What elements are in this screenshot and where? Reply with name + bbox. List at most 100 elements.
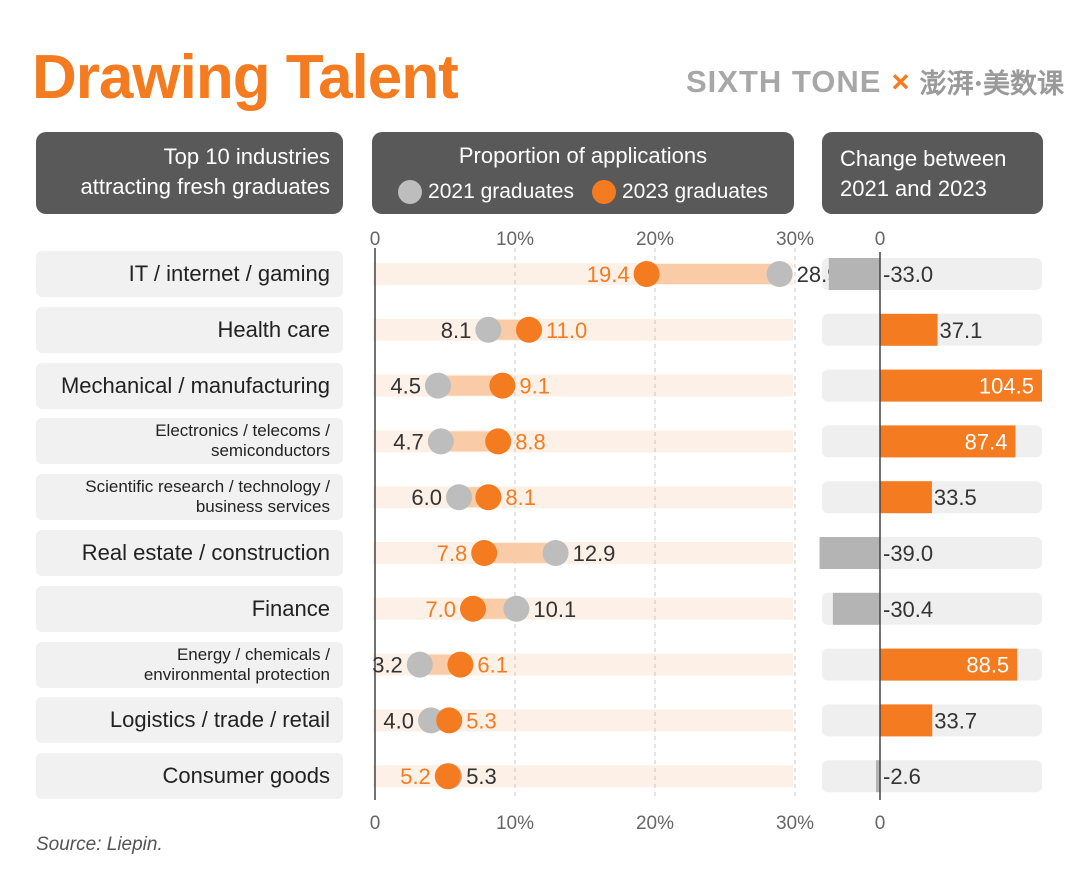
industry-label-text: Electronics / telecoms / (155, 421, 330, 441)
dot-2023 (460, 595, 486, 622)
change-row-band (822, 760, 1042, 793)
legend-label-2023: 2023 graduates (622, 180, 768, 203)
x-tick-label-top: 10% (496, 229, 534, 250)
x-tick-label-top: 20% (636, 229, 674, 250)
value-label-2021: 6.0 (411, 485, 442, 510)
dot-2023 (485, 428, 512, 455)
dot-2021 (425, 372, 451, 399)
dot-2021 (406, 651, 433, 678)
industries-header-line1: Top 10 industries (163, 144, 330, 169)
change-zero-tick-top: 0 (875, 229, 886, 250)
industry-label-text: Logistics / trade / retail (109, 707, 330, 733)
value-label-2021: 8.1 (441, 318, 472, 343)
change-value-label: 33.5 (934, 485, 977, 510)
source-note: Source: Liepin. (36, 834, 163, 855)
industry-label-row: Scientific research / technology / busine… (36, 474, 343, 521)
industry-label-row: Real estate / construction (36, 530, 343, 576)
dot-2021 (503, 595, 530, 622)
change-header-line2: 2021 and 2023 (840, 176, 987, 201)
change-bar (875, 760, 880, 793)
industry-label-row: Health care (36, 306, 343, 353)
dot-2023 (447, 651, 474, 678)
industry-label-text: Scientific research / technology / (85, 477, 330, 497)
dot-2023 (475, 484, 502, 511)
dot-2021 (475, 316, 502, 343)
change-bar (880, 425, 1016, 458)
value-label-2023: 7.0 (425, 597, 456, 622)
value-label-2023: 8.1 (505, 485, 536, 510)
change-value-label: 33.7 (934, 708, 977, 733)
industry-label-text: Real estate / construction (81, 540, 330, 565)
proportion-header: Proportion of applications 2021 graduate… (372, 132, 794, 214)
industries-header-line2: attracting fresh graduates (80, 174, 330, 199)
value-label-2021: 10.1 (533, 597, 576, 622)
dot-2021 (418, 707, 444, 734)
dot-2023 (434, 763, 461, 790)
industry-label-row: Consumer goods (36, 753, 343, 800)
legend: 2021 graduates 2023 graduates (372, 180, 794, 204)
sixth-tone-logo: SIXTH TONE (686, 63, 882, 99)
change-value-label: -2.6 (883, 764, 921, 789)
value-label-2023: 6.1 (477, 653, 508, 678)
proportion-header-title: Proportion of applications (458, 143, 708, 168)
industry-label-text: IT / internet / gaming (128, 261, 330, 286)
x-tick-label-bottom: 30% (776, 813, 814, 834)
industry-label-row: Energy / chemicals / environmental protec… (36, 641, 343, 688)
industries-header: Top 10 industries attracting fresh gradu… (36, 132, 343, 214)
change-value-label: 104.5 (979, 374, 1034, 399)
change-value-label: -30.4 (883, 597, 933, 622)
value-label-2023: 7.8 (437, 541, 468, 566)
change-bar (880, 313, 938, 346)
dot-2021 (427, 428, 454, 455)
change-bar (828, 258, 880, 290)
change-value-label: -39.0 (883, 541, 933, 566)
value-label-2021: 4.7 (393, 429, 424, 454)
value-label-2023: 8.8 (515, 429, 546, 454)
dot-2021 (766, 261, 793, 287)
dot-2021 (446, 484, 472, 511)
legend-swatch-2023 (592, 180, 616, 204)
value-label-2023: 9.1 (519, 374, 550, 399)
value-label-2021: 4.5 (390, 374, 421, 399)
legend-item-2021: 2021 graduates (398, 180, 574, 204)
value-label-2021: 12.9 (573, 541, 616, 566)
industry-label-text: Health care (217, 316, 330, 342)
change-value-label: 87.4 (965, 429, 1008, 454)
industry-label-text: business services (195, 497, 330, 517)
change-bar (880, 369, 1042, 402)
change-bar (880, 481, 932, 514)
change-bar (832, 592, 880, 625)
change-header: Change between 2021 and 2023 (822, 132, 1043, 214)
industry-label-row: Logistics / trade / retail (36, 697, 343, 744)
change-bar (880, 648, 1018, 681)
value-label-2021: 4.0 (383, 708, 414, 733)
x-tick-label-top: 0 (370, 229, 381, 250)
x-tick-label-bottom: 10% (496, 813, 534, 834)
industry-label-text: Mechanical / manufacturing (60, 372, 330, 398)
industry-label-row: Electronics / telecoms / semiconductors (36, 418, 343, 465)
proportion-row-band (373, 653, 793, 676)
industry-label-row: Finance (36, 585, 343, 632)
change-bar (819, 537, 880, 569)
legend-item-2023: 2023 graduates (592, 180, 768, 204)
industry-label-text: Consumer goods (162, 763, 330, 789)
brand-separator: × (891, 63, 910, 99)
change-header-line1: Change between (840, 146, 1007, 171)
change-value-label: -33.0 (883, 262, 933, 287)
dot-2023 (436, 707, 463, 734)
industry-label-text: semiconductors (210, 441, 330, 461)
x-tick-label-top: 30% (776, 229, 814, 250)
legend-label-2021: 2021 graduates (428, 180, 574, 203)
change-value-label: 88.5 (966, 653, 1009, 678)
brand-logos: SIXTH TONE × 澎湃·美数课 (686, 62, 1064, 101)
industry-label-text: Finance (251, 595, 330, 621)
partner-logo: 澎湃·美数课 (919, 69, 1064, 100)
legend-swatch-2021 (398, 180, 423, 204)
value-label-2021: 3.2 (372, 653, 403, 678)
dot-2023 (471, 540, 498, 566)
chart-title: Drawing Talent (32, 43, 459, 112)
dot-2021 (542, 540, 569, 566)
proportion-row-band (373, 709, 793, 732)
industry-label-text: Energy / chemicals / (176, 644, 330, 664)
industry-label-row: Mechanical / manufacturing (36, 362, 343, 409)
